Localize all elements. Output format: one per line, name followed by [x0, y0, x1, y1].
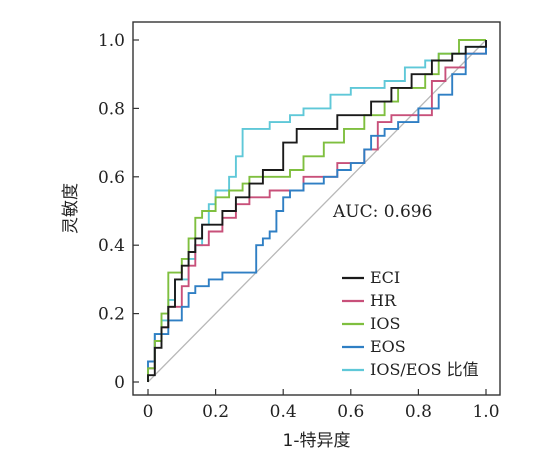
x-tick-label: 0.4: [270, 402, 297, 422]
legend-label: IOS: [370, 314, 400, 333]
y-tick-label: 0: [114, 373, 125, 393]
y-tick-label: 0.8: [98, 99, 125, 119]
legend-label: ECI: [370, 268, 400, 287]
x-tick-label: 0.8: [405, 402, 432, 422]
x-tick-label: 0: [143, 402, 154, 422]
y-tick-label: 0.2: [98, 305, 125, 325]
legend-label: EOS: [370, 337, 406, 356]
legend-label: IOS/EOS 比值: [370, 360, 479, 379]
x-axis-title: 1-特异度: [283, 431, 351, 451]
auc-annotation: AUC: 0.696: [332, 202, 432, 222]
y-tick-label: 0.6: [98, 168, 125, 188]
axis-layer: [132, 21, 501, 396]
series-line-eos: [147, 40, 487, 382]
label-layer: 00 0.2 0.2 0.4 0.4 0.6 0.6 0.8 0.8 1.0 1.0: [98, 31, 500, 422]
reference-diagonal: [147, 39, 487, 383]
plot-frame: [132, 21, 501, 396]
series-line-eci: [147, 40, 487, 382]
series-layer: [147, 39, 487, 382]
series-line-ios-eos: [147, 40, 487, 382]
legend-label: HR: [370, 291, 397, 310]
legend: ECI HR IOS EOS IOS/EOS 比值: [342, 268, 479, 379]
reference-layer: [147, 39, 487, 383]
x-tick-label: 1.0: [472, 402, 499, 422]
y-axis-title: 灵敏度: [61, 183, 81, 234]
y-tick-label: 0.4: [98, 236, 125, 256]
x-tick-label: 0.6: [337, 402, 364, 422]
y-tick-label: 1.0: [98, 31, 125, 51]
x-tick-label: 0.2: [202, 402, 229, 422]
